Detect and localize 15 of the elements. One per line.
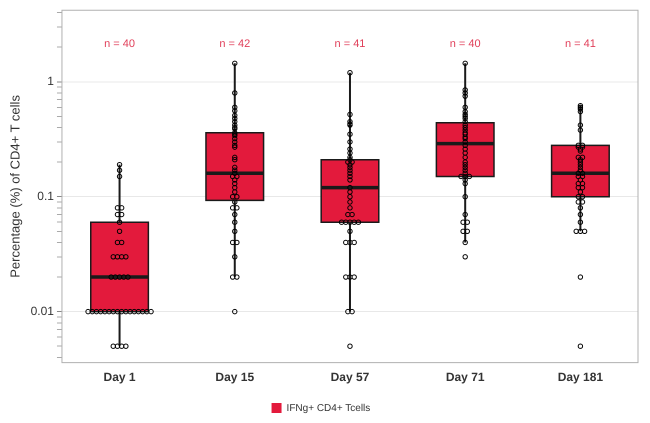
annotation: n = 40 <box>450 38 481 50</box>
y-tick-label: 1 <box>47 74 54 88</box>
x-tick-label: Day 71 <box>446 370 485 384</box>
y-axis-title: Percentage (%) of CD4+ T cells <box>7 94 22 278</box>
annotation: n = 42 <box>219 38 250 50</box>
x-tick-label: Day 1 <box>104 370 136 384</box>
x-tick-label: Day 57 <box>330 370 370 384</box>
legend-label: IFNg+ CD4+ Tcells <box>286 402 370 414</box>
x-tick-label: Day 181 <box>558 370 604 384</box>
annotation: n = 41 <box>334 38 366 50</box>
y-tick-label: 0.1 <box>37 189 54 204</box>
y-tick-label: 0.01 <box>30 304 54 318</box>
annotation: n = 40 <box>104 38 136 50</box>
annotation: n = 41 <box>564 38 596 50</box>
x-tick-label: Day 15 <box>215 370 254 384</box>
